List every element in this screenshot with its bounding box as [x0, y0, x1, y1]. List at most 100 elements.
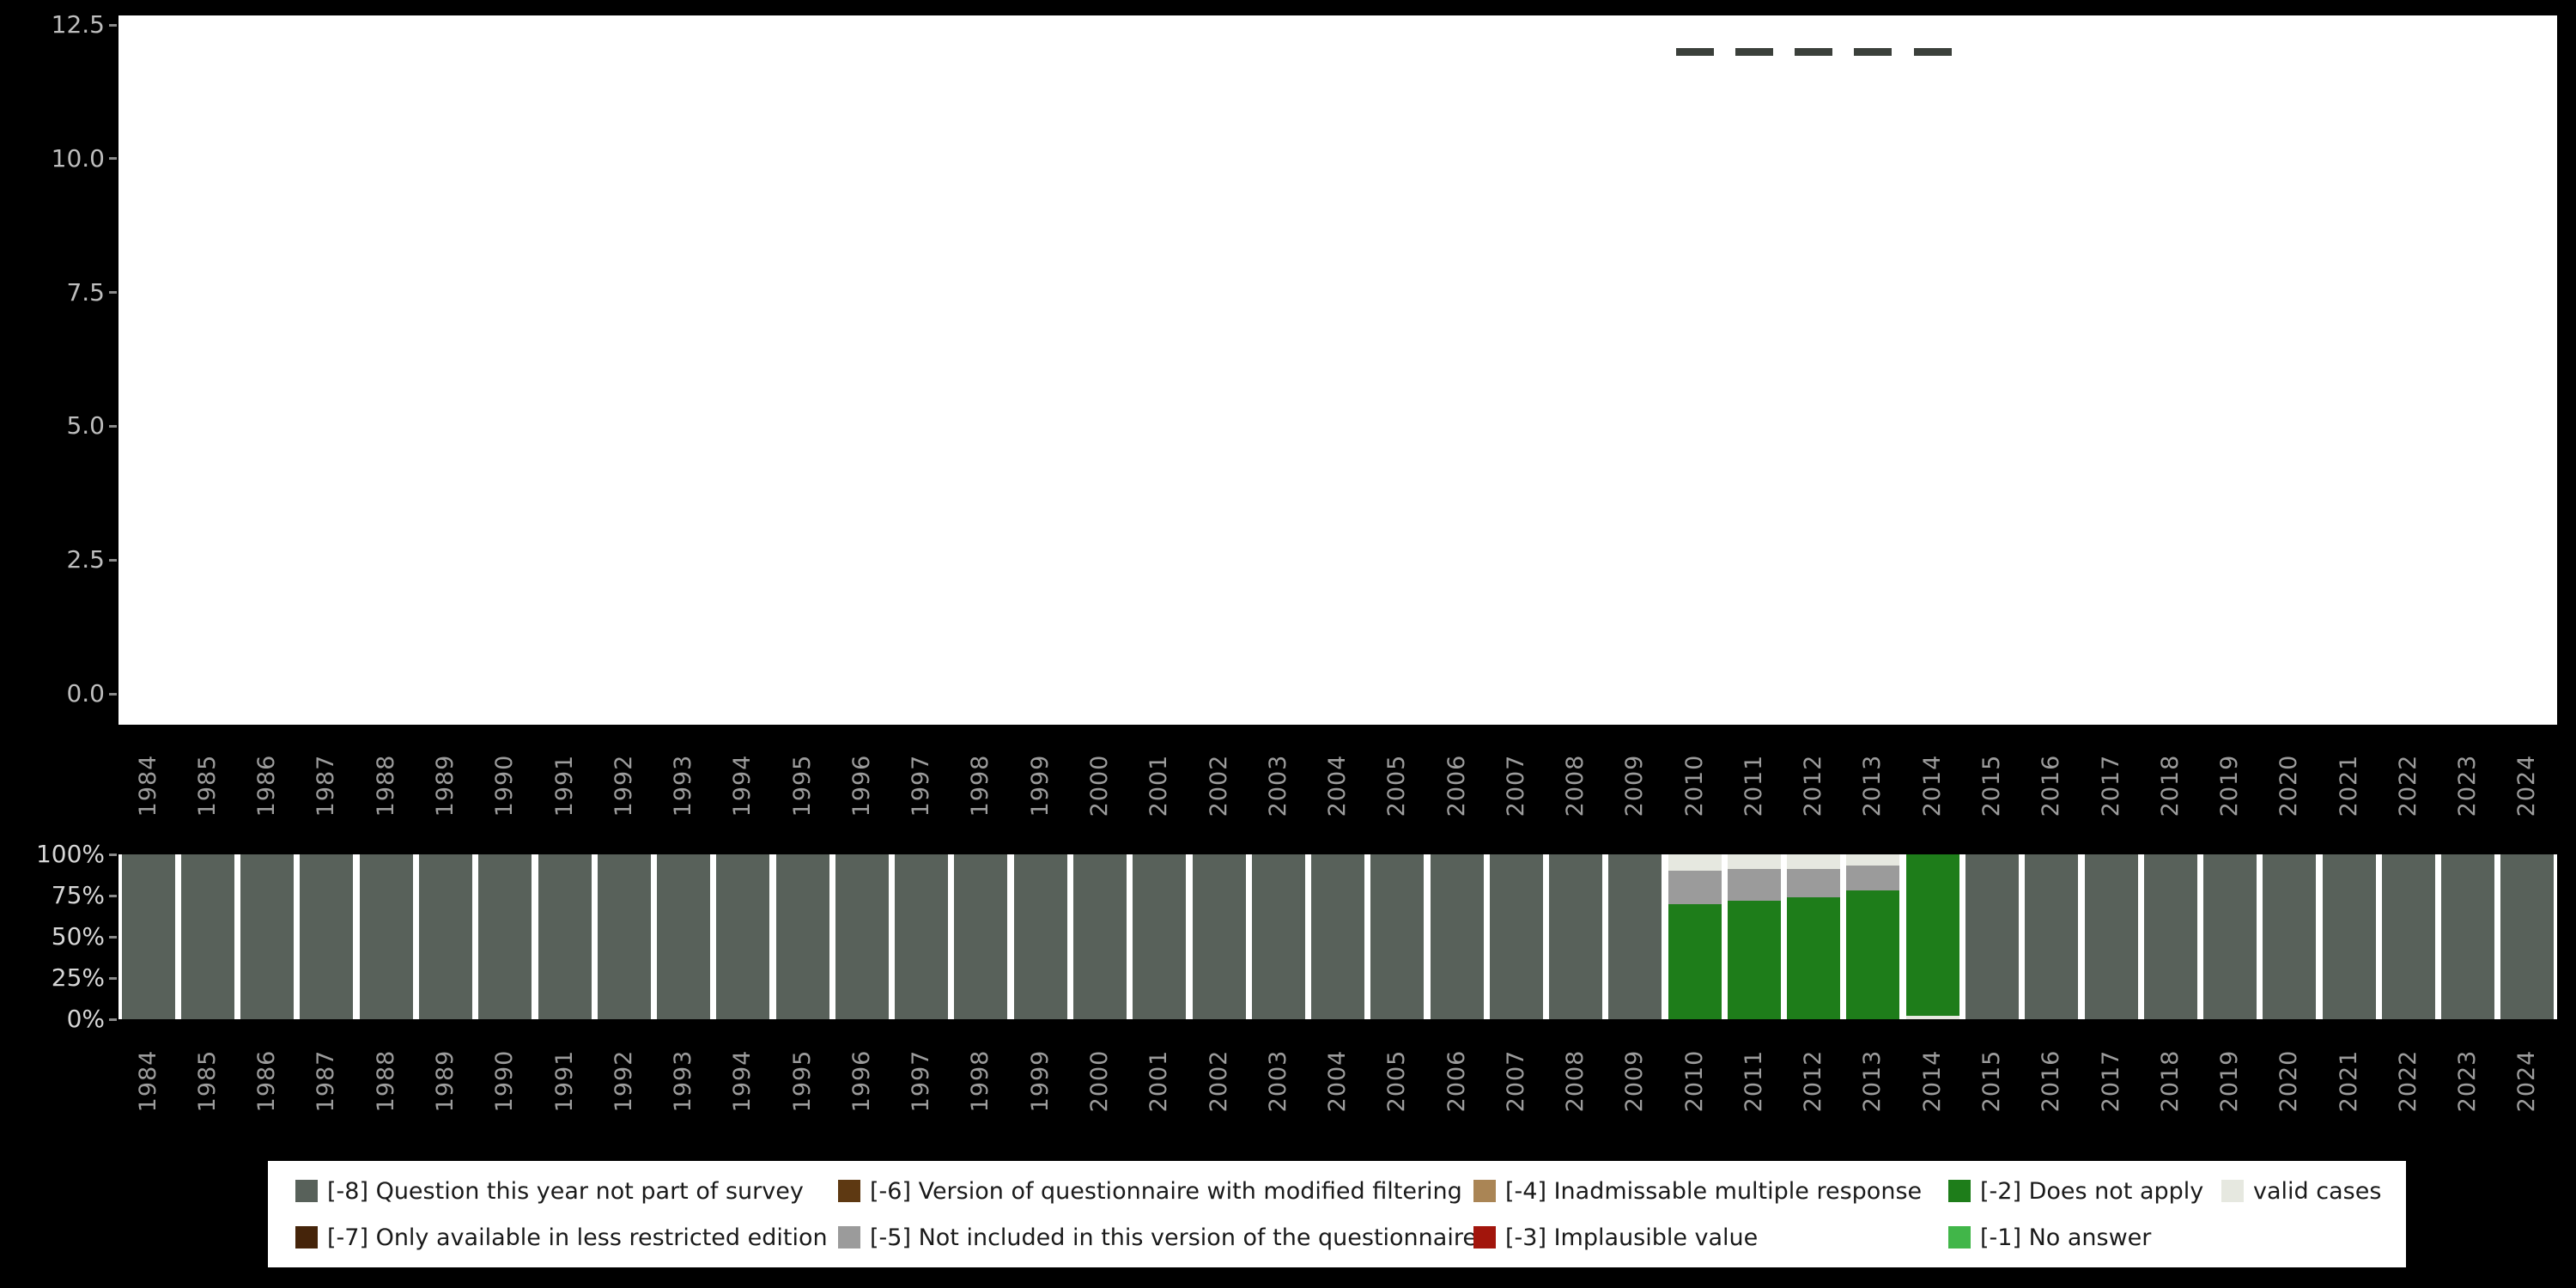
bar-chart-y-tick [109, 935, 117, 939]
x-axis-year-label: 2007 [1502, 754, 1529, 817]
bar-segment [1370, 854, 1425, 1019]
x-axis-year-label: 2003 [1264, 1049, 1291, 1113]
x-axis-year-label: 2014 [1918, 754, 1946, 817]
bar-segment [895, 854, 949, 1019]
bar-segment [478, 854, 532, 1019]
x-axis-year-label: 1998 [967, 1049, 994, 1113]
x-axis-year-label: 2010 [1680, 754, 1708, 817]
legend-item: [-6] Version of questionnaire with modif… [838, 1178, 1473, 1205]
x-axis-year-label: 1989 [432, 754, 459, 817]
x-axis-year-label: 1994 [729, 754, 756, 817]
x-axis-year-label: 1984 [134, 754, 161, 817]
legend-swatch [1473, 1180, 1496, 1202]
bar-segment [1787, 854, 1841, 870]
bar-segment [657, 854, 710, 1019]
x-axis-year-label: 2023 [2454, 1049, 2482, 1113]
bar-segment [2143, 854, 2197, 1019]
x-axis-year-label: 2013 [1859, 754, 1886, 817]
bar-segment [2025, 854, 2079, 1019]
bar-chart-y-tick-label: 100% [35, 840, 105, 868]
bar-segment [1787, 869, 1841, 897]
bar-segment [1311, 854, 1364, 1019]
x-axis-year-label: 2000 [1085, 1049, 1113, 1113]
x-axis-year-label: 2008 [1562, 1049, 1589, 1113]
legend-label: [-4] Inadmissable multiple response [1505, 1177, 1923, 1205]
legend-swatch [295, 1180, 318, 1202]
mean-line-dash [1795, 47, 1833, 56]
x-axis-year-label: 2020 [2275, 1049, 2303, 1113]
x-axis-year-label: 2002 [1205, 1049, 1232, 1113]
bar-chart-y-tick [109, 976, 117, 980]
x-axis-year-label: 1987 [313, 754, 340, 817]
bar-segment [2500, 854, 2555, 1019]
legend-swatch [838, 1180, 860, 1202]
x-axis-year-label: 2001 [1145, 754, 1173, 817]
bar-chart-y-tick-label: 25% [51, 963, 105, 992]
x-axis-year-label: 2011 [1740, 1049, 1767, 1113]
x-axis-year-label: 2016 [2038, 754, 2065, 817]
x-axis-year-label: 2015 [1978, 1049, 2005, 1113]
line-chart-y-tick-label: 5.0 [66, 411, 105, 440]
bar-chart-y-tick [109, 853, 117, 856]
mean-line-dash [1854, 47, 1893, 56]
legend-label: [-2] Does not apply [1980, 1177, 2204, 1205]
legend-item: [-3] Implausible value [1473, 1224, 1948, 1251]
line-chart-y-tick [109, 291, 117, 295]
bar-segment [2084, 854, 2138, 1019]
line-chart-y-tick [109, 692, 117, 696]
x-axis-year-label: 1996 [848, 1049, 875, 1113]
x-axis-year-label: 2001 [1145, 1049, 1173, 1113]
x-axis-year-label: 2019 [2216, 754, 2243, 817]
bar-segment [1072, 854, 1127, 1019]
x-axis-year-label: 2006 [1443, 1049, 1470, 1113]
bar-segment [538, 854, 592, 1019]
x-axis-year-label: 2012 [1800, 754, 1827, 817]
line-chart-y-tick [109, 157, 117, 161]
bar-segment [2203, 854, 2257, 1019]
x-axis-year-label: 1991 [550, 754, 578, 817]
bar-segment [1251, 854, 1305, 1019]
x-axis-year-label: 1988 [372, 754, 399, 817]
bar-segment [835, 854, 889, 1019]
x-axis-year-label: 1999 [1026, 754, 1054, 817]
bar-segment [775, 854, 829, 1019]
bar-segment [1489, 854, 1543, 1019]
x-axis-year-label: 1987 [313, 1049, 340, 1113]
bar-segment [1608, 854, 1662, 1019]
x-axis-year-label: 1986 [253, 754, 281, 817]
x-axis-year-label: 1990 [491, 754, 519, 817]
x-axis-year-label: 2016 [2038, 1049, 2065, 1113]
legend-label: [-8] Question this year not part of surv… [327, 1177, 804, 1205]
x-axis-year-label: 2023 [2454, 754, 2482, 817]
bar-segment [2322, 854, 2376, 1019]
line-chart-y-tick-label: 0.0 [66, 679, 105, 708]
x-axis-year-label: 2024 [2513, 754, 2541, 817]
legend-swatch [2221, 1180, 2244, 1202]
mean-line-dash [1675, 47, 1714, 56]
legend-item: [-1] No answer [1948, 1224, 2221, 1251]
line-chart-x-axis: 1984 1985 1986 1987 1988 1989 1990 1991 1992 1993… [118, 733, 2557, 838]
x-axis-year-label: 1994 [729, 1049, 756, 1113]
legend-item: [-8] Question this year not part of surv… [295, 1178, 838, 1205]
x-axis-year-label: 1991 [550, 1049, 578, 1113]
x-axis-year-label: 1990 [491, 1049, 519, 1113]
legend-swatch [1948, 1226, 1971, 1249]
bar-chart-y-tick [109, 894, 117, 897]
x-axis-year-label: 2022 [2394, 754, 2421, 817]
bar-segment [180, 854, 234, 1019]
line-chart-y-tick-label: 10.0 [51, 143, 105, 173]
x-axis-year-label: 1989 [432, 1049, 459, 1113]
x-axis-year-label: 2021 [2335, 1049, 2362, 1113]
x-axis-year-label: 2006 [1443, 754, 1470, 817]
x-axis-year-label: 2009 [1621, 1049, 1649, 1113]
bar-segment [597, 854, 651, 1019]
mean-line-dash [1913, 47, 1952, 56]
x-axis-year-label: 2004 [1324, 754, 1351, 817]
x-axis-year-label: 2008 [1562, 754, 1589, 817]
x-axis-year-label: 1999 [1026, 1049, 1054, 1113]
bar-chart-x-axis: 1984 1985 1986 1987 1988 1989 1990 1991 1992 1993… [118, 1029, 2557, 1133]
line-chart-y-tick [109, 424, 117, 428]
x-axis-year-label: 1997 [908, 1049, 935, 1113]
bar-segment [1846, 854, 1900, 866]
x-axis-year-label: 2005 [1383, 754, 1411, 817]
